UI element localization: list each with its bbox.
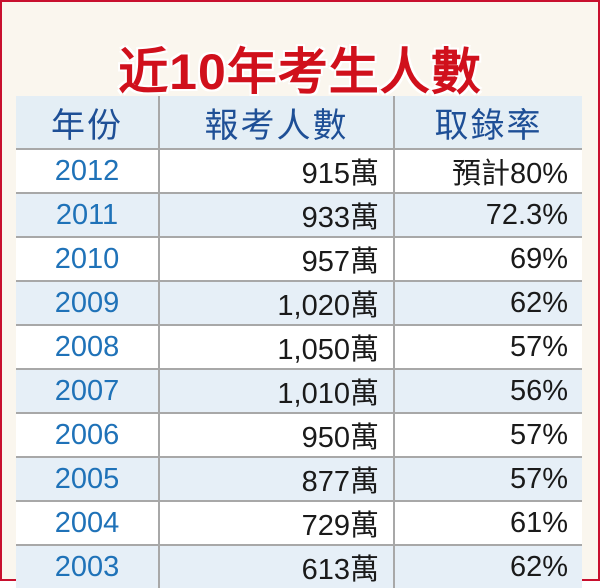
header-year: 年份 <box>16 96 159 149</box>
cell-applicants: 950萬 <box>158 412 394 457</box>
cell-admission-rate: 61% <box>393 500 582 545</box>
table-row: 2012 915萬 預計80% <box>16 148 582 193</box>
cell-admission-rate: 72.3% <box>393 192 582 237</box>
cell-admission-rate: 57% <box>393 324 582 369</box>
cell-year: 2004 <box>16 500 159 545</box>
cell-admission-rate: 62% <box>393 544 582 588</box>
cell-year: 2006 <box>16 412 159 457</box>
cell-year: 2012 <box>16 148 159 193</box>
cell-applicants: 613萬 <box>158 544 394 588</box>
cell-applicants: 1,020萬 <box>158 280 394 325</box>
table-row: 2006 950萬 57% <box>16 412 582 457</box>
cell-admission-rate: 57% <box>393 456 582 501</box>
table-row: 2011 933萬 72.3% <box>16 192 582 237</box>
cell-admission-rate: 69% <box>393 236 582 281</box>
cell-admission-rate: 56% <box>393 368 582 413</box>
cell-year: 2003 <box>16 544 159 588</box>
chart-title: 近10年考生人數 <box>118 44 482 100</box>
cell-applicants: 877萬 <box>158 456 394 501</box>
header-applicants: 報考人數 <box>158 96 394 149</box>
table-row: 2004 729萬 61% <box>16 500 582 545</box>
data-table: 年份 報考人數 取錄率 2012 915萬 預計80% 2011 933萬 72.3% 20… <box>16 96 582 588</box>
cell-admission-rate: 62% <box>393 280 582 325</box>
cell-applicants: 933萬 <box>158 192 394 237</box>
cell-applicants: 915萬 <box>158 148 394 193</box>
table-row: 2008 1,050萬 57% <box>16 324 582 369</box>
cell-admission-rate: 預計80% <box>393 148 582 193</box>
cell-year: 2005 <box>16 456 159 501</box>
cell-applicants: 729萬 <box>158 500 394 545</box>
cell-year: 2010 <box>16 236 159 281</box>
cell-applicants: 957萬 <box>158 236 394 281</box>
table-row: 2010 957萬 69% <box>16 236 582 281</box>
cell-year: 2008 <box>16 324 159 369</box>
header-admission-rate: 取錄率 <box>393 96 582 149</box>
table-row: 2007 1,010萬 56% <box>16 368 582 413</box>
header-row: 年份 報考人數 取錄率 <box>16 96 582 149</box>
cell-applicants: 1,050萬 <box>158 324 394 369</box>
cell-admission-rate: 57% <box>393 412 582 457</box>
table-row: 2005 877萬 57% <box>16 456 582 501</box>
cell-applicants: 1,010萬 <box>158 368 394 413</box>
table-row: 2009 1,020萬 62% <box>16 280 582 325</box>
cell-year: 2007 <box>16 368 159 413</box>
cell-year: 2011 <box>16 192 159 237</box>
table-row: 2003 613萬 62% <box>16 544 582 588</box>
cell-year: 2009 <box>16 280 159 325</box>
